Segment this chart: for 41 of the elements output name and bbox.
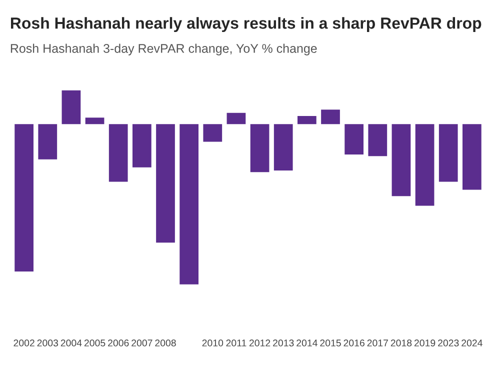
x-tick-label: 2003 [37,340,58,346]
bar [321,110,340,124]
bar [250,124,270,172]
x-tick-label: 2024 [462,340,482,346]
bar [62,90,81,124]
x-tick-label: 2017 [367,340,388,346]
x-tick-label: 2023 [438,340,459,346]
x-tick-label: 2004 [60,340,82,346]
bar [108,124,128,182]
bar [298,116,316,124]
bar [226,112,246,124]
x-tick-label: 2002 [14,340,34,346]
x-tick-label: 2015 [320,340,341,346]
chart-subtitle: Rosh Hashanah 3-day RevPAR change, YoY % change [10,44,317,56]
bar [462,124,482,190]
x-tick-label: 2007 [132,340,152,346]
bar [415,124,434,206]
x-tick-label: 2014 [296,340,318,346]
x-tick-label: 2012 [249,340,270,346]
x-tick-label: 2013 [273,340,294,346]
x-tick-label: 2005 [84,340,106,346]
x-tick-label: 2019 [414,340,436,346]
bar [203,124,222,142]
x-tick-label: 2016 [344,340,364,346]
bar [38,124,58,160]
bar [180,124,198,284]
bar [344,124,364,155]
bar [85,118,104,124]
bar [274,124,293,171]
bar [156,124,175,243]
x-tick-label: 2010 [202,340,224,346]
x-tick-label: 2008 [155,340,176,346]
x-tick-label: 2018 [390,340,412,346]
chart-title: Rosh Hashanah nearly always results in a sharp RevPAR drop [10,17,482,32]
x-tick-label: 2011 [226,340,246,346]
x-tick-label: 2006 [108,340,129,346]
bar [392,124,411,196]
bar [368,124,388,156]
bar [438,124,458,182]
bar [14,124,34,272]
bar [132,124,152,168]
